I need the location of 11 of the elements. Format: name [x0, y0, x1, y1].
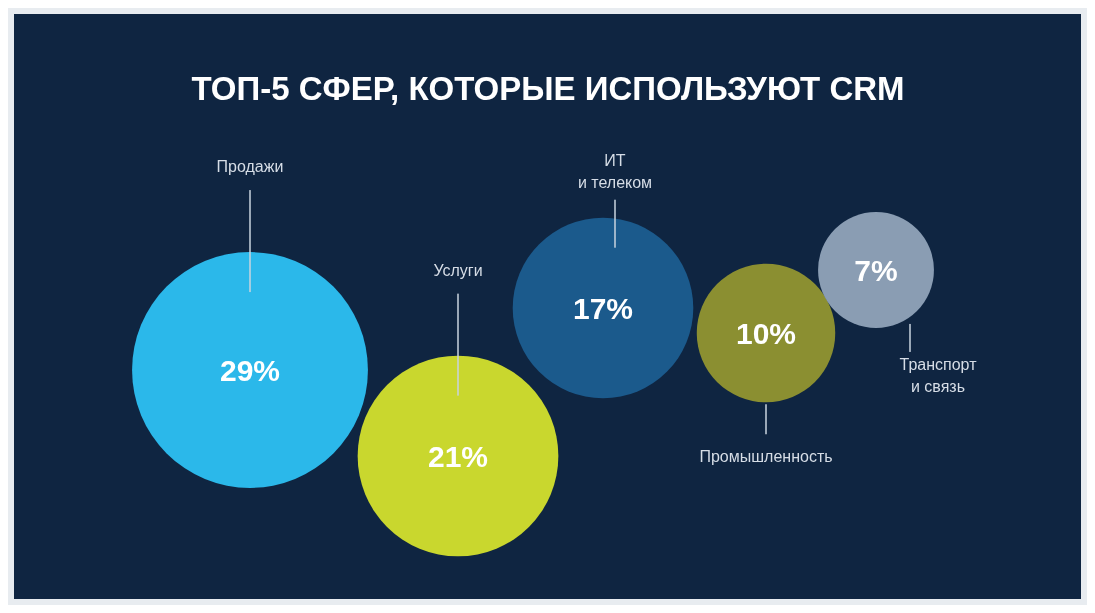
- category-label: ИТ и телеком: [577, 151, 653, 191]
- data-label: 21%: [427, 440, 489, 473]
- category-label: Продажи: [216, 158, 284, 176]
- data-label: 7%: [854, 254, 898, 287]
- data-label: 29%: [219, 354, 281, 387]
- category-label: Услуги: [433, 261, 483, 279]
- text: ТОП-5 СФЕР, КОТОРЫЕ ИСПОЛЬЗУЮТ CRM: [191, 70, 905, 107]
- category-label: Промышленность: [699, 448, 833, 466]
- data-label: 10%: [735, 317, 797, 350]
- data-label: 17%: [572, 292, 634, 325]
- category-label: Транспорт и связь: [899, 355, 978, 395]
